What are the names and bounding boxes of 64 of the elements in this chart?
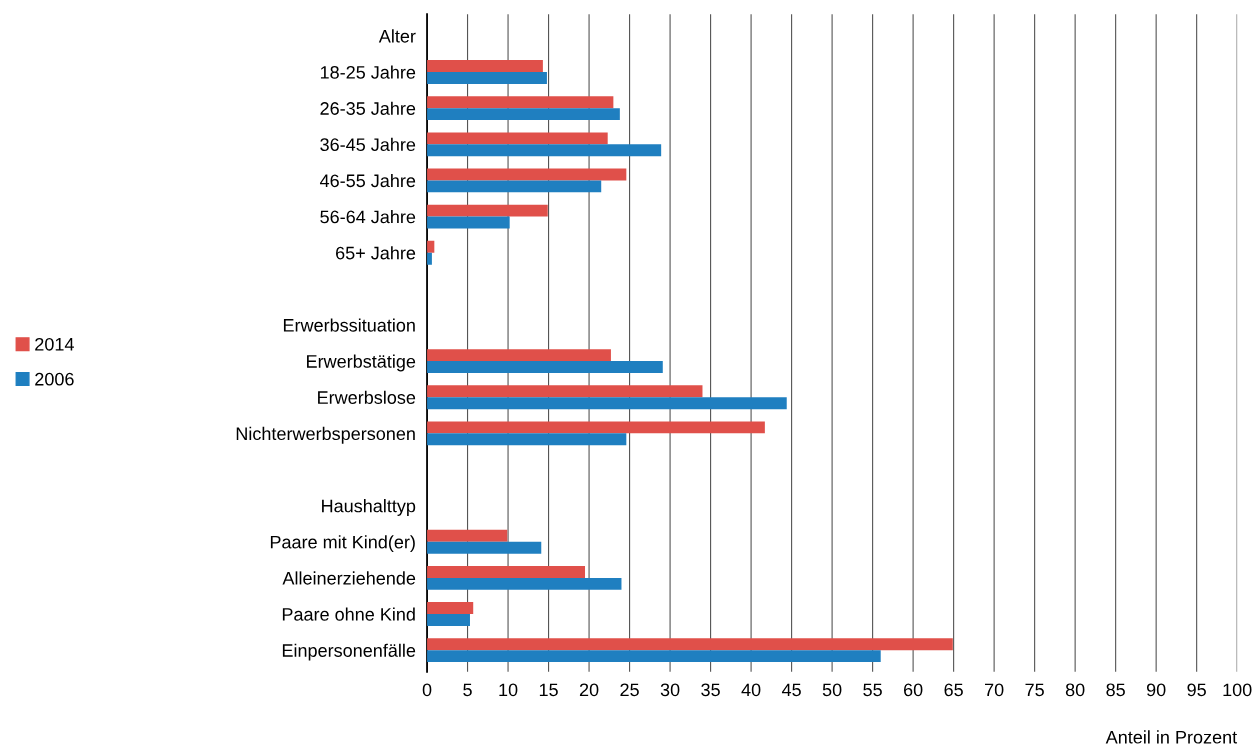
bar [427,577,622,590]
bar [427,385,703,398]
x-tick-label: 70 [985,683,1004,697]
bar [427,421,765,434]
y-tick-label: Paare mit Kind(er) [270,535,415,553]
x-tick-label: 60 [903,683,923,697]
x-tick-label: 40 [741,683,761,697]
bar [427,565,586,578]
legend-label: 2014 [35,337,74,351]
y-tick-label: 56-64 Jahre [320,210,416,224]
bar [427,433,627,446]
x-tick-label: 5 [463,683,472,697]
bar [427,541,542,554]
x-tick-label: 65 [944,683,963,697]
bar [427,216,510,229]
x-tick-label: 20 [579,683,599,697]
x-tick-label: 15 [539,683,558,697]
y-tick-label: Erwerbstätige [307,354,416,372]
x-axis-title: Anteil in Prozent [1105,730,1238,744]
y-tick-label: 36-45 Jahre [320,137,416,152]
y-tick-label: 18-25 Jahre [320,65,416,79]
bar [427,180,602,193]
y-tick-label: Einpersonenfälle [282,643,416,661]
x-tick-label: 90 [1146,683,1166,697]
x-tick-label: 100 [1223,683,1252,697]
bar [427,60,543,73]
bar [427,361,663,374]
bar [427,132,608,145]
x-tick-label: 45 [781,683,801,697]
bar [427,650,881,663]
y-tick-label: Nichterwerbspersonen [236,426,415,444]
bar [427,144,662,157]
bar [427,529,508,542]
y-tick-label: 26-35 Jahre [320,101,416,115]
x-tick-label: 0 [422,683,432,697]
bar [427,614,470,626]
y-tick-label: Erwerbssituation [283,318,415,332]
y-tick-label: 65+ Jahre [336,246,416,260]
x-tick-label: 25 [620,683,639,697]
bar [427,349,611,362]
y-tick-label: 46-55 Jahre [319,173,416,188]
y-tick-label: Alter [378,29,416,43]
bar [427,602,474,615]
x-tick-label: 10 [499,683,518,697]
x-tick-label: 30 [660,683,680,697]
y-tick-label: Alleinerziehende [282,571,416,585]
bar [427,108,620,121]
bar [427,397,787,410]
bar [427,204,548,217]
x-tick-label: 50 [822,683,842,697]
x-tick-label: 55 [863,683,882,697]
x-tick-label: 75 [1025,683,1044,697]
x-tick-label: 85 [1106,683,1125,697]
x-tick-label: 35 [701,683,720,697]
x-tick-label: 95 [1187,683,1206,697]
bar [427,638,953,651]
bar [427,96,614,109]
y-tick-label: Paare ohne Kind [282,607,415,621]
bar [427,168,627,181]
y-tick-label: Erwerbslose [318,390,416,404]
x-tick-label: 80 [1065,683,1085,697]
bar [427,72,547,84]
y-tick-label: Haushalttyp [322,499,416,516]
legend-label: 2006 [35,372,74,386]
